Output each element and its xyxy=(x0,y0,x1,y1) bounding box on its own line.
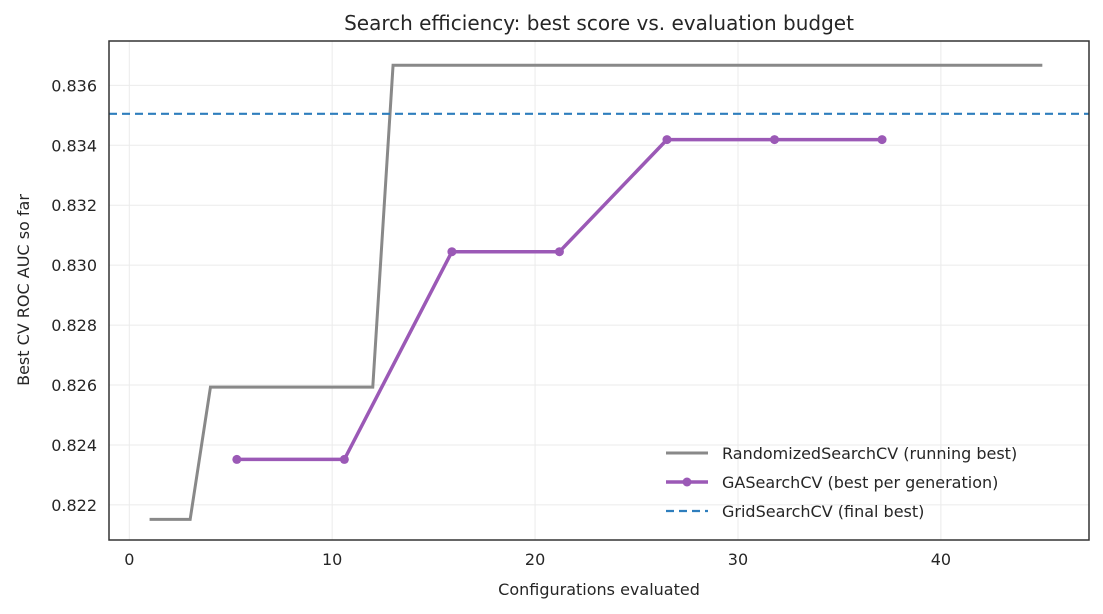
y-tick-label: 0.826 xyxy=(51,376,97,395)
x-tick-label: 20 xyxy=(525,550,545,569)
legend: RandomizedSearchCV (running best) GASearc… xyxy=(666,444,1017,521)
y-tick-label: 0.824 xyxy=(51,436,97,455)
chart-title: Search efficiency: best score vs. evalua… xyxy=(344,11,854,35)
y-tick-label: 0.836 xyxy=(51,76,97,95)
y-tick-label: 0.832 xyxy=(51,196,97,215)
x-tick-label: 0 xyxy=(124,550,134,569)
y-axis-label: Best CV ROC AUC so far xyxy=(14,194,33,386)
gasearch-point xyxy=(662,135,672,145)
y-tick-label: 0.822 xyxy=(51,496,97,515)
y-tick-labels: 0.822 0.824 0.826 0.828 0.830 0.832 0.834 0.836 xyxy=(51,76,97,515)
gasearch-point xyxy=(770,135,780,145)
series-gasearch-line xyxy=(236,137,883,462)
legend-marker xyxy=(682,477,692,487)
series-randomsearch-line xyxy=(149,63,1043,521)
gasearch-point xyxy=(339,454,349,464)
y-tick-label: 0.828 xyxy=(51,316,97,335)
legend-label: RandomizedSearchCV (running best) xyxy=(722,444,1017,463)
y-tick-label: 0.834 xyxy=(51,136,97,155)
x-tick-label: 40 xyxy=(931,550,951,569)
x-tick-label: 30 xyxy=(728,550,748,569)
gasearch-point xyxy=(447,247,457,257)
gasearch-point xyxy=(554,247,564,257)
series-layer xyxy=(109,63,1089,521)
x-axis-label: Configurations evaluated xyxy=(498,580,700,599)
gasearch-point xyxy=(877,135,887,145)
grid-lines xyxy=(109,41,1089,540)
plot-frame xyxy=(108,40,1090,541)
x-tick-labels: 0 10 20 30 40 xyxy=(124,550,951,569)
x-tick-label: 10 xyxy=(322,550,342,569)
y-tick-label: 0.830 xyxy=(51,256,97,275)
legend-label: GASearchCV (best per generation) xyxy=(722,473,998,492)
legend-label: GridSearchCV (final best) xyxy=(722,502,924,521)
gasearch-point xyxy=(232,454,242,464)
